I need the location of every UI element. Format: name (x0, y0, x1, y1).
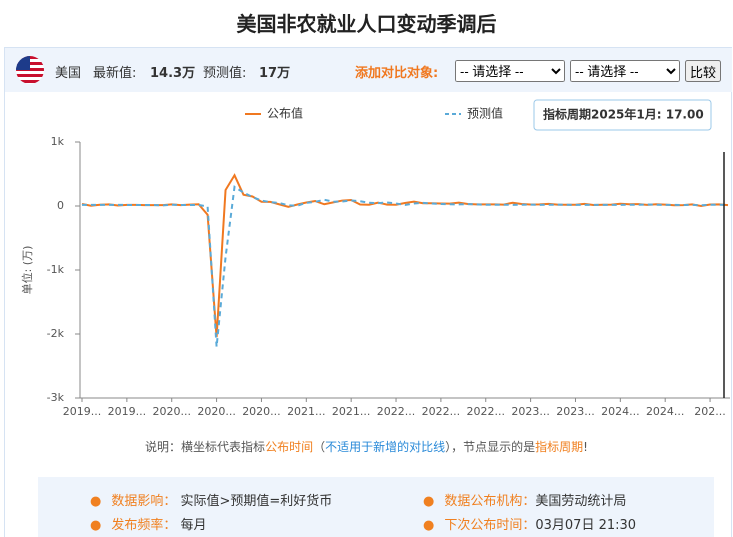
title: 美国非农就业人口变动季调后 (236, 12, 497, 36)
x-tick-label: 2022... (467, 405, 505, 418)
y-tick-label: 1k (51, 135, 65, 148)
x-tick-label: 2019... (63, 405, 101, 418)
info-value: 美国劳动统计局 (535, 494, 627, 509)
compare-label: 添加对比对象: (355, 66, 439, 81)
forecast-value: 17万 (259, 66, 291, 81)
select[interactable]: -- 请选择 -- (570, 60, 680, 82)
x-tick-label: 2019... (108, 405, 146, 418)
y-axis-label: 单位: (万) (20, 246, 34, 295)
forecast-label: 预测值: (203, 66, 247, 81)
x-tick-label: 2023... (556, 405, 594, 418)
x-tick-label: 2021... (332, 405, 370, 418)
y-tick-label: -1k (47, 263, 65, 276)
note-text: 不适用于新增的对比线 (325, 440, 446, 454)
note-text: ），节点显示的是 (445, 440, 536, 454)
legend-label: 公布值 (267, 106, 303, 121)
x-tick-label: 2024... (646, 405, 684, 418)
tooltip-box (533, 99, 712, 131)
x-tick-label: 202... (694, 405, 726, 418)
y-tick-label: -3k (47, 391, 65, 404)
compare-button[interactable]: 比较 (685, 60, 722, 82)
info-label: 发布频率： (111, 518, 177, 533)
latest-label: 最新值: (93, 66, 137, 81)
y-tick-label: -2k (47, 327, 65, 340)
x-tick-label: 2021... (287, 405, 325, 418)
x-tick-label: 2022... (422, 405, 460, 418)
header-bar: 美国 最新值: 14.3万 预测值: 17万 添加对比对象: -- 请选择 --… (5, 48, 732, 92)
x-tick-label: 2020... (197, 405, 235, 418)
x-tick-label: 2020... (242, 405, 280, 418)
y-tick-label: 0 (57, 199, 64, 212)
x-tick-label: 2023... (511, 405, 549, 418)
tooltip: 指标周期2025年1月: 17.00 (543, 107, 704, 122)
note: 说明：横坐标代表指标公布时间（不适用于新增的对比线），节点显示的是指标周期! (0, 438, 733, 455)
info-label: 数据公布机构： (444, 494, 536, 509)
legend-label: 预测值 (467, 106, 503, 121)
note-text: 指标周期 (535, 440, 584, 454)
info-box: ● 数据影响： 实际值>预期值=利好货币 ● 数据公布机构：美国劳动统计局 ● 发布频… (38, 477, 714, 537)
series-line (81, 185, 729, 347)
note-text: ! (583, 440, 588, 454)
select[interactable]: -- 请选择 -- (455, 60, 565, 82)
x-tick-label: 2020... (152, 405, 190, 418)
latest-value: 14.3万 (150, 66, 196, 81)
panel (4, 47, 732, 537)
info-value: 03月07日 21:30 (535, 518, 637, 533)
note-text: 公布时间 (265, 440, 314, 454)
note-text: 说明：横坐标代表指标 (145, 440, 266, 454)
note-text: （ (313, 440, 326, 454)
info-value: 实际值>预期值=利好货币 (180, 494, 333, 509)
flag (16, 56, 44, 84)
series-line (81, 173, 729, 338)
x-tick-label: 2022... (377, 405, 415, 418)
info-label: 下次公布时间： (444, 518, 536, 533)
info-value: 每月 (180, 518, 207, 533)
country: 美国 (55, 66, 82, 81)
x-tick-label: 2024... (601, 405, 639, 418)
info-label: 数据影响： (111, 494, 177, 509)
